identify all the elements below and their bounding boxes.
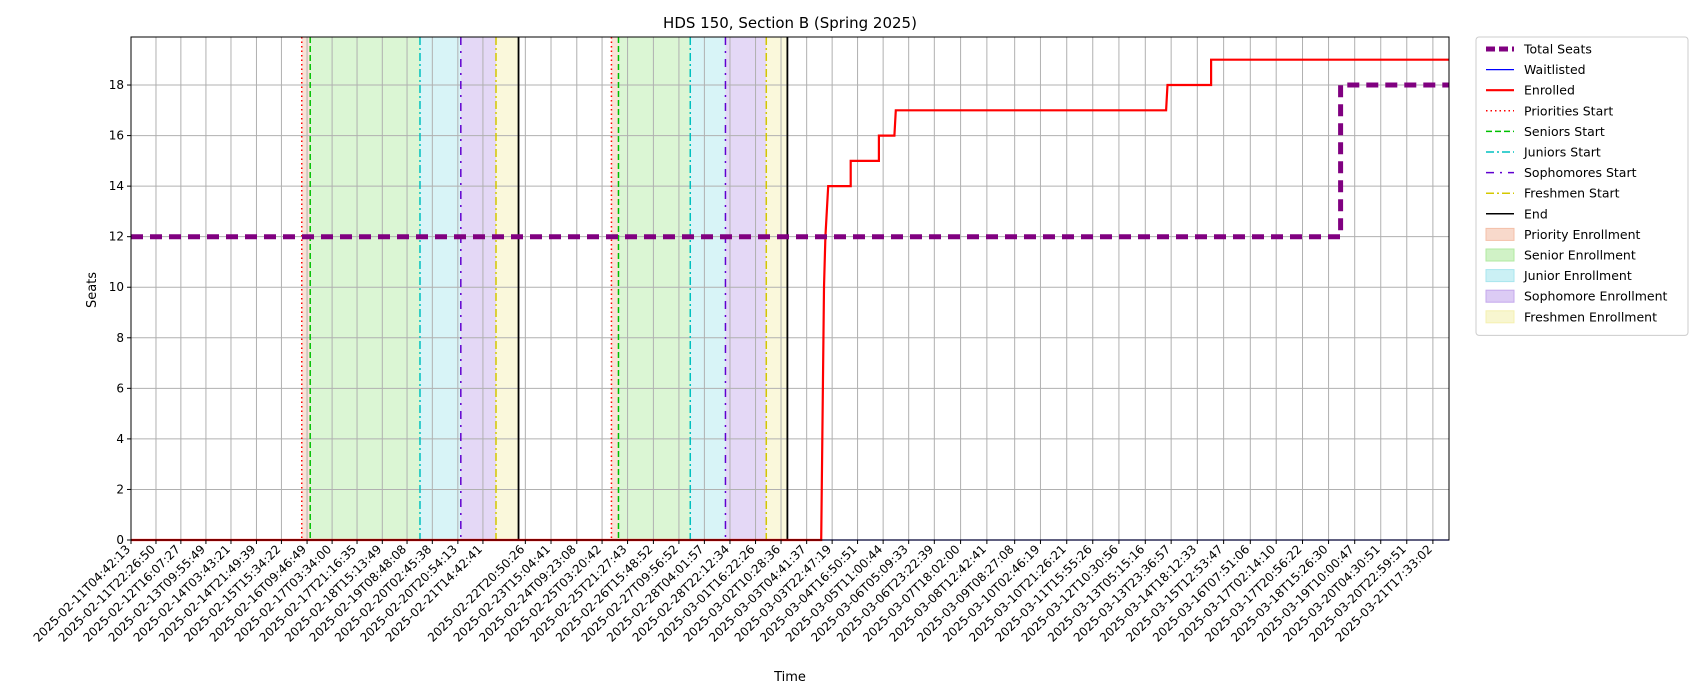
legend-swatch-12 bbox=[1485, 289, 1515, 303]
y-tick-label: 18 bbox=[109, 78, 124, 92]
legend-label-10: Senior Enrollment bbox=[1524, 248, 1636, 263]
legend-label-5: Juniors Start bbox=[1523, 145, 1601, 160]
legend-label-6: Sophomores Start bbox=[1524, 165, 1637, 180]
plot-frame bbox=[130, 36, 1450, 541]
x-axis-label: Time bbox=[773, 670, 806, 685]
y-tick-label: 12 bbox=[109, 230, 124, 244]
enrollment-regions bbox=[301, 37, 788, 540]
y-tick-label: 0 bbox=[116, 533, 124, 547]
legend-label-0: Total Seats bbox=[1523, 42, 1592, 57]
y-tick-label: 4 bbox=[116, 432, 124, 446]
legend-swatch-11 bbox=[1485, 269, 1515, 283]
legend-label-1: Waitlisted bbox=[1524, 62, 1586, 77]
phase-markers bbox=[300, 37, 789, 540]
region-4-1 bbox=[766, 37, 788, 540]
legend: Total Seats Waitlisted Enrolled Priorities … bbox=[1475, 36, 1689, 336]
legend-label-12: Sophomore Enrollment bbox=[1524, 289, 1668, 304]
region-0-0 bbox=[301, 37, 311, 540]
y-tick-label: 10 bbox=[109, 280, 124, 294]
legend-swatch-10 bbox=[1485, 248, 1515, 262]
legend-label-13: Freshmen Enrollment bbox=[1524, 309, 1657, 324]
plot-area bbox=[131, 37, 1449, 540]
plot-background bbox=[131, 37, 1449, 540]
legend-swatch-9 bbox=[1485, 227, 1515, 241]
region-2-0 bbox=[419, 37, 461, 540]
region-0-1 bbox=[611, 37, 619, 540]
legend-swatch-13 bbox=[1485, 310, 1515, 324]
y-tick-label: 14 bbox=[109, 179, 124, 193]
region-3-1 bbox=[725, 37, 767, 540]
y-tick-label: 2 bbox=[116, 482, 124, 496]
legend-label-11: Junior Enrollment bbox=[1523, 268, 1632, 283]
legend-label-7: Freshmen Start bbox=[1524, 186, 1620, 201]
y-tick-label: 8 bbox=[116, 331, 124, 345]
region-2-1 bbox=[690, 37, 726, 540]
legend-label-4: Seniors Start bbox=[1524, 124, 1605, 139]
series-line-2 bbox=[131, 58, 1449, 542]
region-4-0 bbox=[496, 37, 519, 540]
y-tick-label: 6 bbox=[116, 381, 124, 395]
legend-label-3: Priorities Start bbox=[1524, 103, 1613, 118]
grid-lines bbox=[130, 37, 1449, 541]
y-tick-label: 16 bbox=[109, 129, 124, 143]
legend-label-9: Priority Enrollment bbox=[1524, 227, 1641, 242]
chart-title: HDS 150, Section B (Spring 2025) bbox=[663, 14, 917, 32]
series-line-0 bbox=[131, 82, 1449, 240]
region-1-0 bbox=[310, 37, 420, 540]
legend-label-8: End bbox=[1524, 206, 1548, 221]
region-3-0 bbox=[460, 37, 497, 540]
legend-label-2: Enrolled bbox=[1524, 83, 1575, 98]
region-1-1 bbox=[618, 37, 691, 540]
y-axis-label: Seats bbox=[85, 272, 100, 308]
legend-box bbox=[1475, 36, 1689, 336]
